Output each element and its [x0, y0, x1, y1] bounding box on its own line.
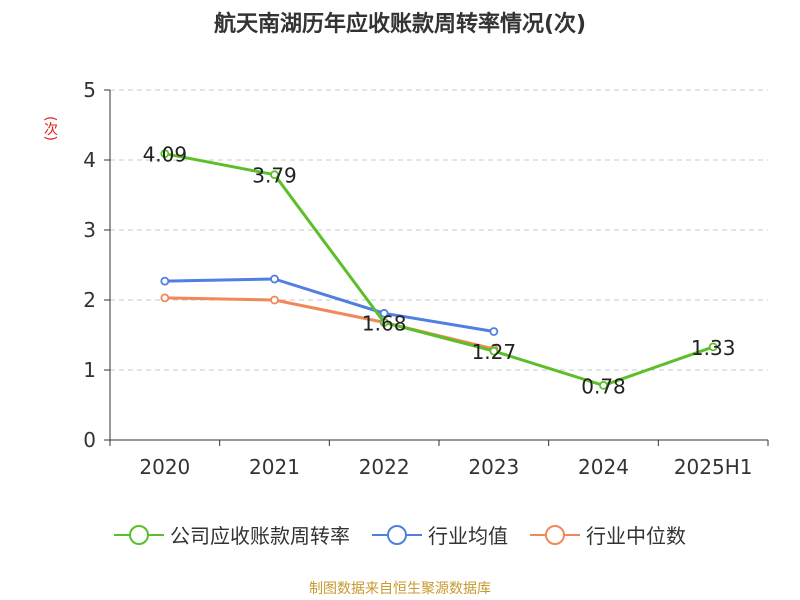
data-label: 0.78: [581, 374, 626, 398]
data-label: 1.68: [362, 311, 407, 335]
y-tick-label: 0: [83, 428, 96, 452]
legend-item-industry-mean[interactable]: 行业均值: [372, 520, 508, 549]
chart-title: 航天南湖历年应收账款周转率情况(次): [213, 12, 587, 37]
y-tick-label: 4: [83, 148, 96, 172]
data-point: [379, 308, 389, 318]
y-tick-label: 1: [83, 358, 96, 382]
data-label: 1.33: [691, 336, 736, 360]
x-tick-label: 2023: [468, 455, 519, 479]
data-label: 1.27: [472, 340, 517, 364]
legend-label-industry-mean: 行业均值: [428, 524, 508, 548]
legend-label-company: 公司应收账款周转率: [170, 524, 350, 548]
data-source-note: 制图数据来自恒生聚源数据库: [309, 581, 491, 597]
data-point: [270, 295, 279, 305]
data-point: [160, 293, 170, 303]
y-axis-unit-label: (次): [42, 115, 58, 141]
legend-marker-company: [114, 524, 164, 545]
data-point: [160, 276, 170, 286]
x-tick-label: 2024: [578, 455, 629, 479]
data-point: [489, 327, 499, 336]
data-label: 4.09: [143, 143, 188, 167]
data-point: [270, 170, 279, 180]
data-point: [599, 380, 608, 390]
data-point: [708, 342, 718, 352]
x-tick-label: 2022: [359, 455, 410, 479]
data-point: [379, 317, 389, 327]
legend-marker-industry-mean: [372, 524, 422, 545]
legend-label-industry-median: 行业中位数: [586, 524, 686, 548]
data-point: [270, 274, 279, 284]
y-tick-label: 5: [83, 78, 96, 102]
data-point: [160, 149, 170, 159]
x-tick-label: 2020: [139, 455, 190, 479]
chart-legend: 公司应收账款周转率 行业均值 行业中位数: [0, 520, 800, 549]
x-tick-label: 2025H1: [674, 455, 753, 479]
series-line-1: [164, 277, 495, 333]
legend-item-industry-median[interactable]: 行业中位数: [530, 520, 686, 549]
legend-item-company[interactable]: 公司应收账款周转率: [114, 520, 350, 549]
y-tick-label: 2: [83, 288, 96, 312]
y-tick-label: 3: [83, 218, 96, 242]
data-point: [489, 346, 499, 356]
data-label: 3.79: [252, 164, 297, 188]
series-line-0: [164, 152, 714, 387]
x-tick-label: 2021: [249, 455, 300, 479]
legend-marker-industry-median: [530, 524, 580, 545]
